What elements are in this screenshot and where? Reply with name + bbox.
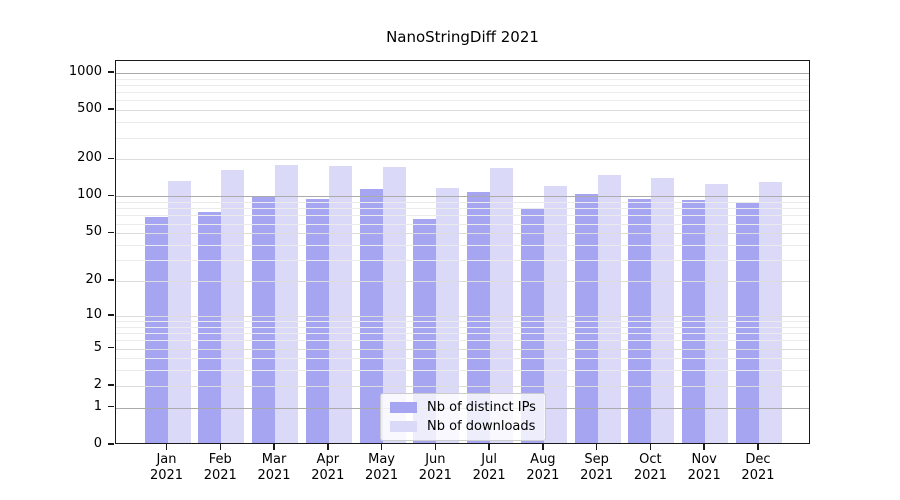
bar-nb-of-downloads-mar-2021 xyxy=(275,165,299,443)
y-tick-label-200: 200 xyxy=(77,150,102,166)
y-tick-0 xyxy=(108,443,114,445)
bar-nb-of-downloads-jan-2021 xyxy=(167,181,191,443)
bar-nb-of-distinct-ips-dec-2021 xyxy=(735,202,759,443)
x-tick-label-jul-2021: Jul 2021 xyxy=(472,452,506,483)
x-tick-label-nov-2021: Nov 2021 xyxy=(687,452,721,483)
x-tick-dec-2021 xyxy=(757,444,759,450)
bar-nb-of-distinct-ips-apr-2021 xyxy=(305,199,329,443)
chart-title: NanoStringDiff 2021 xyxy=(386,28,539,46)
bar-nb-of-distinct-ips-may-2021 xyxy=(359,189,383,443)
bar-nb-of-downloads-oct-2021 xyxy=(651,178,675,443)
y-tick-50 xyxy=(108,231,114,233)
bar-nb-of-distinct-ips-jan-2021 xyxy=(144,216,168,443)
x-tick-mar-2021 xyxy=(273,444,275,450)
y-tick-label-2: 2 xyxy=(93,376,102,392)
bar-nb-of-downloads-may-2021 xyxy=(382,166,406,443)
y-tick-label-5: 5 xyxy=(93,339,102,355)
y-tick-200 xyxy=(108,157,114,160)
bar-nb-of-distinct-ips-jul-2021 xyxy=(467,191,491,443)
y-tick-label-20: 20 xyxy=(85,272,102,288)
bar-nb-of-distinct-ips-feb-2021 xyxy=(198,211,222,443)
x-tick-label-sep-2021: Sep 2021 xyxy=(580,452,614,483)
x-tick-jul-2021 xyxy=(488,444,490,450)
bar-nb-of-downloads-feb-2021 xyxy=(221,169,245,443)
x-tick-jan-2021 xyxy=(165,444,168,450)
x-tick-label-oct-2021: Oct 2021 xyxy=(633,452,667,483)
x-tick-label-jun-2021: Jun 2021 xyxy=(418,452,452,483)
x-tick-jun-2021 xyxy=(434,444,437,450)
y-tick-label-100: 100 xyxy=(77,187,102,203)
bar-nb-of-distinct-ips-oct-2021 xyxy=(628,198,652,443)
bar-nb-of-distinct-ips-nov-2021 xyxy=(682,199,706,443)
bar-nb-of-distinct-ips-sep-2021 xyxy=(574,194,598,443)
y-tick-500 xyxy=(108,108,114,110)
y-tick-label-50: 50 xyxy=(85,224,102,240)
y-tick-label-1000: 1000 xyxy=(68,63,102,79)
y-tick-label-500: 500 xyxy=(77,101,102,117)
x-tick-oct-2021 xyxy=(649,444,652,450)
x-tick-aug-2021 xyxy=(542,444,544,450)
x-tick-label-jan-2021: Jan 2021 xyxy=(149,452,184,483)
y-tick-100 xyxy=(108,194,114,197)
x-tick-nov-2021 xyxy=(703,444,705,450)
bar-nb-of-downloads-dec-2021 xyxy=(758,181,782,443)
y-tick-1 xyxy=(108,405,114,408)
y-tick-2 xyxy=(108,384,114,386)
y-tick-label-1: 1 xyxy=(93,398,102,414)
x-tick-label-mar-2021: Mar 2021 xyxy=(257,452,291,483)
bar-nb-of-downloads-nov-2021 xyxy=(705,184,729,443)
x-tick-apr-2021 xyxy=(327,444,329,450)
y-tick-20 xyxy=(108,279,114,281)
x-tick-feb-2021 xyxy=(219,444,222,450)
y-tick-10 xyxy=(108,314,114,316)
x-tick-may-2021 xyxy=(380,444,383,450)
x-tick-label-aug-2021: Aug 2021 xyxy=(526,452,560,483)
y-tick-1000 xyxy=(108,71,114,73)
y-tick-5 xyxy=(108,346,114,349)
x-tick-label-dec-2021: Dec 2021 xyxy=(741,452,775,483)
plot-area: Nb of distinct IPs Nb of downloads xyxy=(115,60,810,444)
y-tick-label-10: 10 xyxy=(85,306,102,322)
bar-nb-of-distinct-ips-aug-2021 xyxy=(520,207,544,443)
bar-nb-of-distinct-ips-jun-2021 xyxy=(413,218,437,443)
x-tick-sep-2021 xyxy=(595,444,598,450)
bar-nb-of-downloads-jun-2021 xyxy=(436,187,460,443)
x-tick-label-may-2021: May 2021 xyxy=(365,452,399,483)
bar-nb-of-downloads-sep-2021 xyxy=(597,174,621,443)
x-tick-label-feb-2021: Feb 2021 xyxy=(203,452,237,483)
bar-nb-of-distinct-ips-mar-2021 xyxy=(252,196,276,443)
y-tick-label-0: 0 xyxy=(93,436,102,451)
bar-nb-of-downloads-jul-2021 xyxy=(490,167,514,443)
bars-layer xyxy=(116,61,809,443)
bar-nb-of-downloads-apr-2021 xyxy=(328,165,352,443)
x-tick-label-apr-2021: Apr 2021 xyxy=(311,452,345,483)
bar-nb-of-downloads-aug-2021 xyxy=(543,185,567,443)
